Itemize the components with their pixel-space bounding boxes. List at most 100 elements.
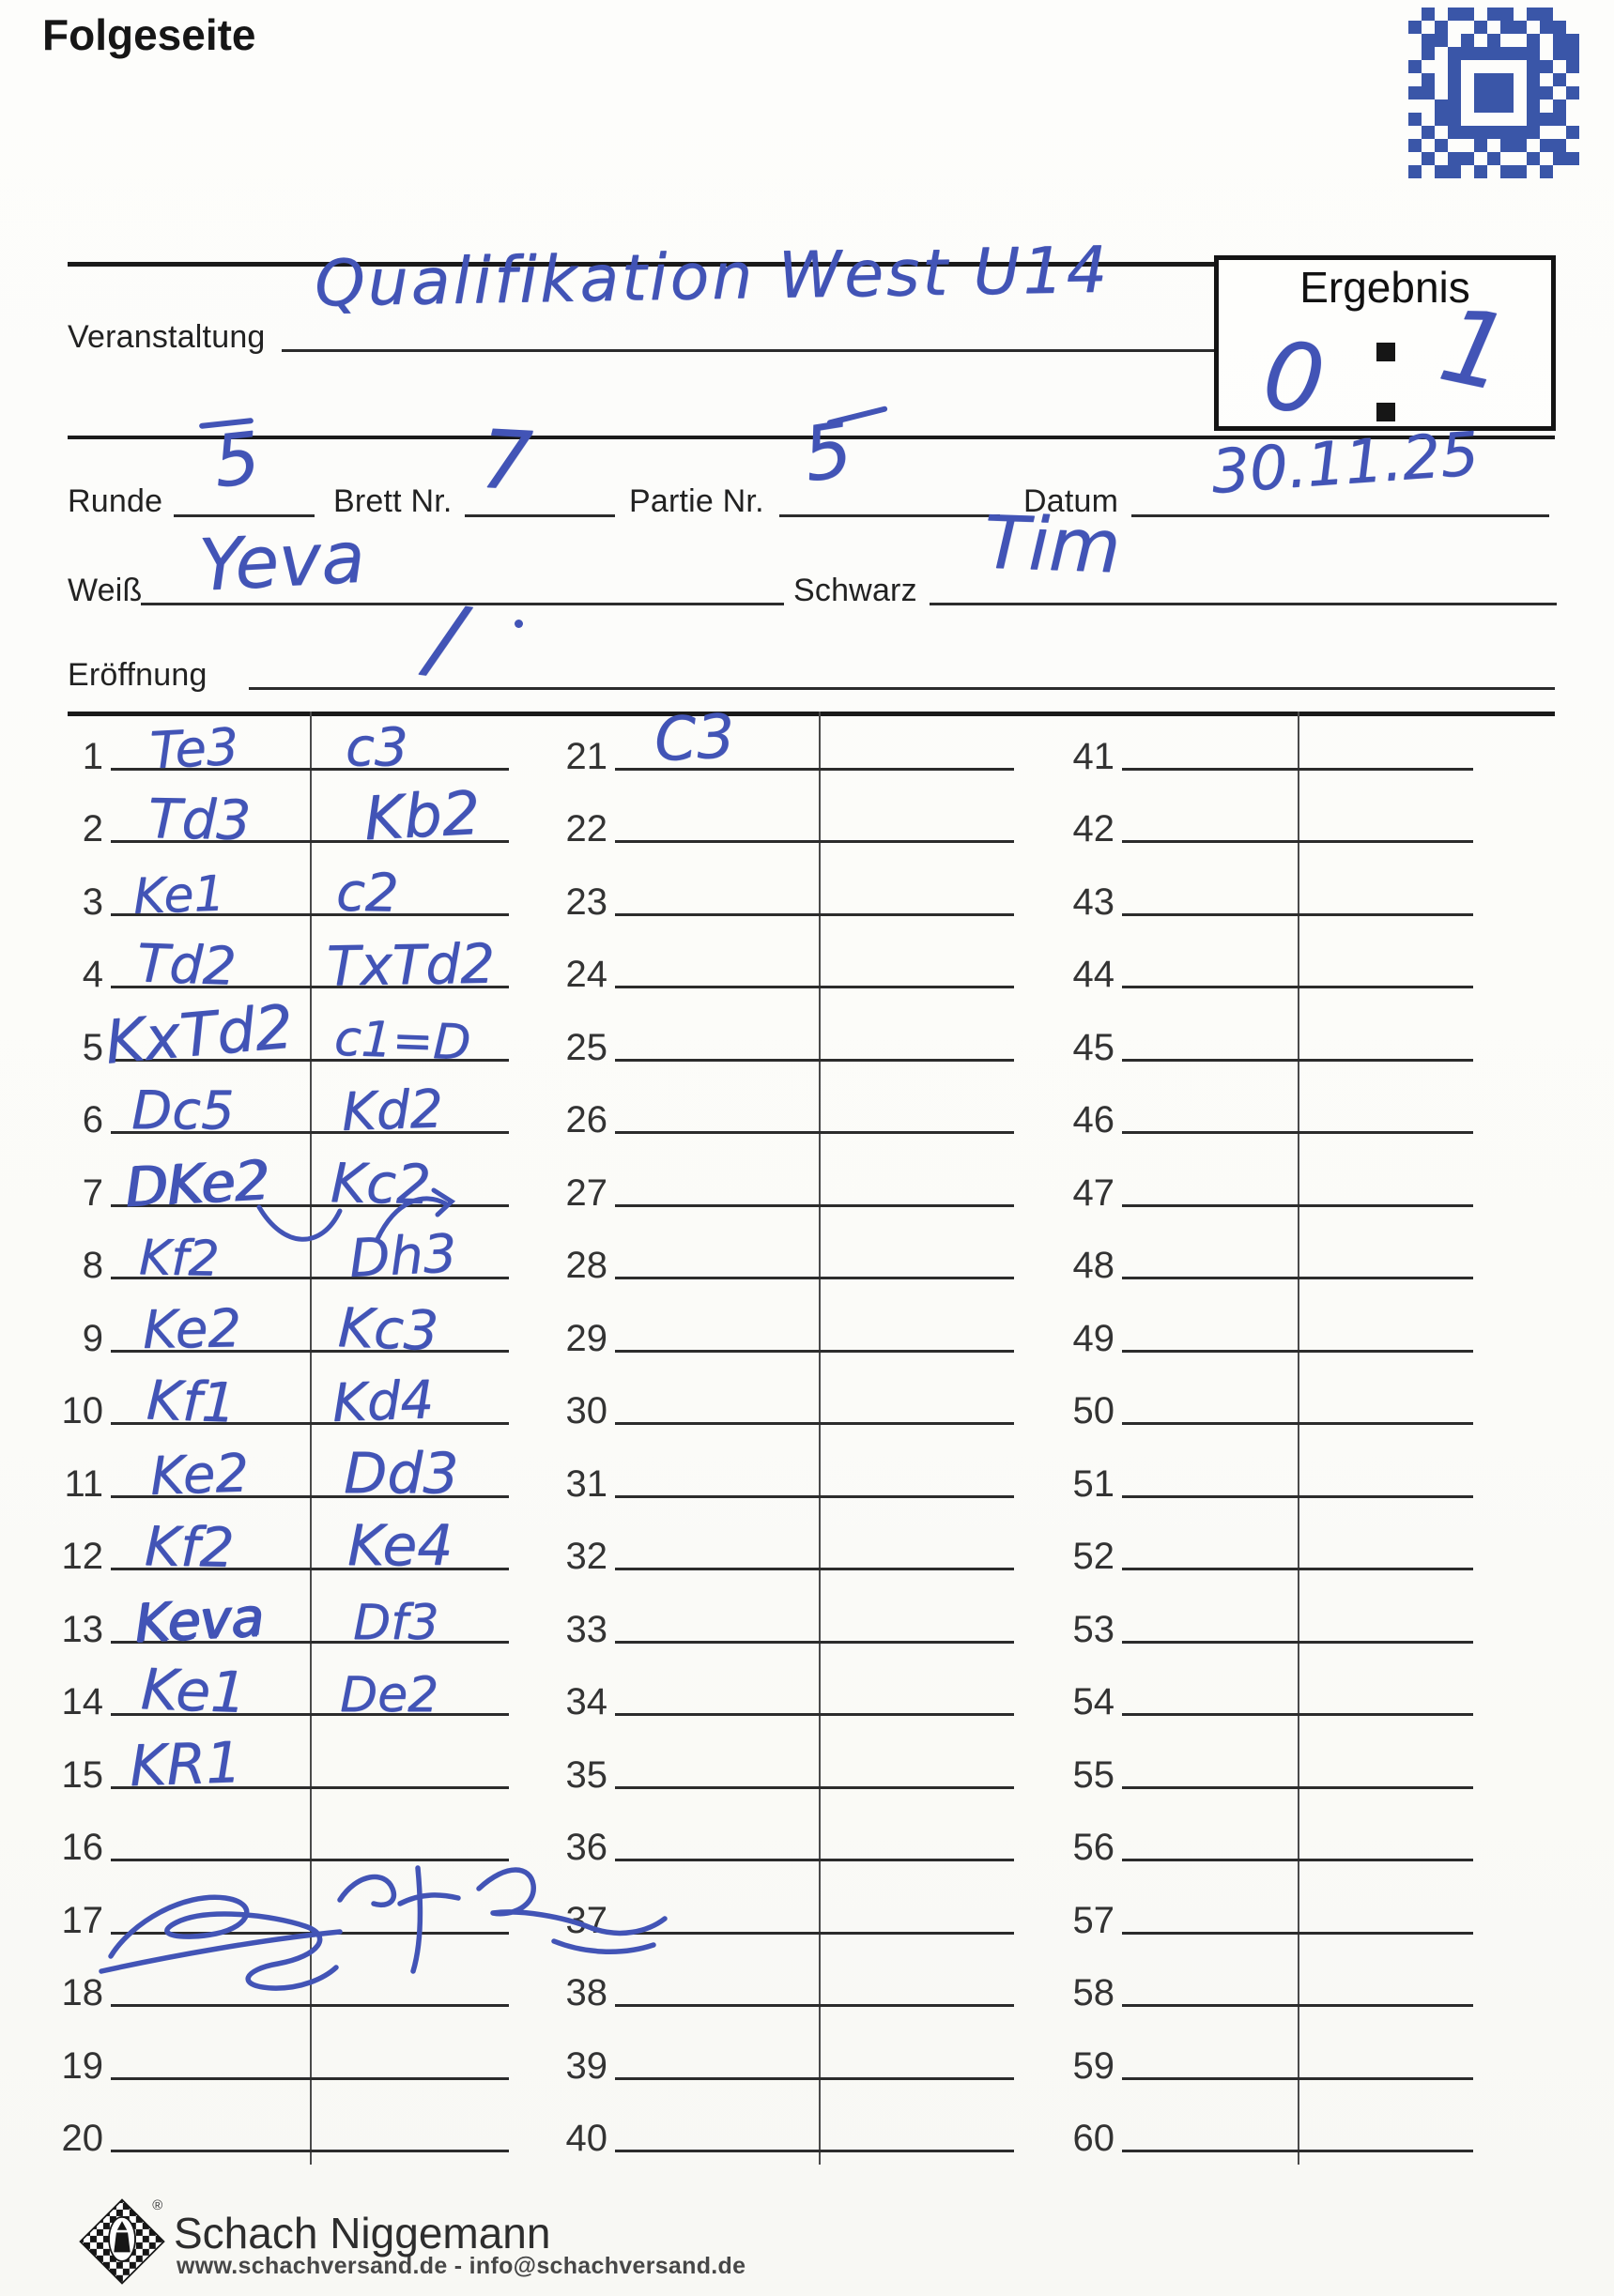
move-number: 18 <box>61 1972 104 2013</box>
move-row: 31 <box>556 1436 1018 1509</box>
move-number: 1 <box>82 735 103 777</box>
move-number: 13 <box>61 1608 104 1650</box>
move-row: 18 <box>52 1946 513 2019</box>
white-move-handwriting: Td3 <box>147 787 252 852</box>
move-row: 47 <box>1063 1145 1477 1218</box>
colon-square-icon <box>1376 343 1395 361</box>
move-number: 36 <box>565 1827 608 1868</box>
round-value-handwriting: 5 <box>209 415 264 504</box>
opening-field-line <box>249 687 1555 690</box>
move-line <box>1122 2004 1473 2007</box>
white-move-handwriting: Ke1 <box>131 865 226 926</box>
move-line <box>1122 1713 1473 1716</box>
black-move-handwriting: Kc3 <box>336 1294 439 1363</box>
move-row: 53 <box>1063 1582 1477 1655</box>
move-line <box>615 2004 1014 2007</box>
move-line <box>111 1131 509 1134</box>
white-move-handwriting: Te3 <box>148 716 240 780</box>
black-field-line <box>930 603 1557 605</box>
move-row: 55 <box>1063 1727 1477 1800</box>
move-row: 32 <box>556 1509 1018 1583</box>
move-line <box>615 1713 1014 1716</box>
qr-code-icon <box>1408 8 1579 178</box>
move-line <box>615 1859 1014 1861</box>
white-move-handwriting: Kf2 <box>144 1514 235 1580</box>
move-line <box>1122 1859 1473 1861</box>
white-player-value-handwriting: Yeva <box>196 514 367 607</box>
move-row: 27 <box>556 1145 1018 1218</box>
move-number: 34 <box>565 1681 608 1722</box>
move-number: 44 <box>1072 954 1115 995</box>
white-move-handwriting: Kf1 <box>145 1368 238 1435</box>
move-line <box>1122 1349 1473 1353</box>
move-line <box>1122 2076 1473 2080</box>
move-row: 34 <box>556 1655 1018 1728</box>
svg-text:®: ® <box>152 2198 162 2213</box>
move-number: 40 <box>565 2118 608 2159</box>
move-line <box>111 1058 509 1062</box>
move-row: 7 DKe2 Kc2 <box>52 1145 513 1218</box>
move-row: 38 <box>556 1946 1018 2019</box>
move-row: 10 Kf1 Kd4 <box>52 1364 513 1437</box>
black-move-handwriting: Kd2 <box>340 1079 444 1143</box>
move-line <box>1122 1058 1473 1062</box>
board-field-line <box>465 514 615 517</box>
move-row: 20 <box>52 2091 513 2165</box>
move-number: 2 <box>82 808 103 850</box>
round-label: Runde <box>68 483 163 519</box>
signature-scribble-white <box>99 1894 343 1991</box>
move-number: 27 <box>565 1171 608 1214</box>
move-number: 49 <box>1072 1317 1115 1359</box>
move-row: 49 <box>1063 1291 1477 1364</box>
move-row: 52 <box>1063 1509 1477 1583</box>
table-top-rule <box>68 712 1555 716</box>
move-line <box>1122 1203 1473 1207</box>
black-move-handwriting: TxTd2 <box>326 931 496 999</box>
move-row: 26 <box>556 1073 1018 1146</box>
move-number: 45 <box>1072 1026 1115 1068</box>
black-move-handwriting: Kb2 <box>362 778 483 855</box>
move-number: 48 <box>1072 1245 1115 1286</box>
move-line <box>615 1131 1014 1134</box>
move-number: 54 <box>1072 1681 1115 1722</box>
move-number: 4 <box>82 954 103 995</box>
move-line <box>615 1422 1014 1425</box>
move-line <box>615 1568 1014 1570</box>
board-value-handwriting: 7 <box>478 412 535 510</box>
move-line <box>111 1422 509 1425</box>
white-move-handwriting: Ke1 <box>139 1657 248 1726</box>
move-row: 39 <box>556 2018 1018 2091</box>
move-row: 14 Ke1 De2 <box>52 1655 513 1728</box>
move-number: 47 <box>1072 1171 1115 1214</box>
move-line <box>1122 1277 1473 1279</box>
divider <box>68 262 1214 267</box>
move-number: 8 <box>82 1245 103 1286</box>
move-number: 46 <box>1072 1099 1115 1140</box>
move-number: 50 <box>1072 1390 1115 1431</box>
move-row: 4 Td2 TxTd2 <box>52 927 513 1001</box>
move-number: 25 <box>565 1026 608 1068</box>
move-line <box>615 767 1014 771</box>
move-number: 21 <box>565 735 608 777</box>
move-row: 3 Ke1 c2 <box>52 854 513 927</box>
result-label: Ergebnis <box>1299 263 1470 312</box>
white-move-handwriting: C3 <box>653 701 737 775</box>
move-line <box>615 1640 1014 1644</box>
move-row: 25 <box>556 1000 1018 1073</box>
move-number: 38 <box>565 1972 608 2013</box>
move-line <box>1122 1568 1473 1570</box>
move-row: 12 Kf2 Ke4 <box>52 1509 513 1583</box>
move-line <box>111 1494 509 1498</box>
black-player-label: Schwarz <box>793 573 917 608</box>
white-move-handwriting: Dc5 <box>131 1080 235 1141</box>
move-number: 14 <box>61 1681 104 1722</box>
move-number: 23 <box>565 880 608 923</box>
move-line <box>1122 986 1473 988</box>
move-number: 22 <box>565 808 608 850</box>
move-line <box>111 1277 509 1279</box>
move-row: 48 <box>1063 1218 1477 1292</box>
move-row: 40 <box>556 2091 1018 2165</box>
black-move-handwriting: c3 <box>346 716 408 778</box>
move-number: 56 <box>1072 1827 1115 1868</box>
move-line <box>1122 2150 1473 2152</box>
